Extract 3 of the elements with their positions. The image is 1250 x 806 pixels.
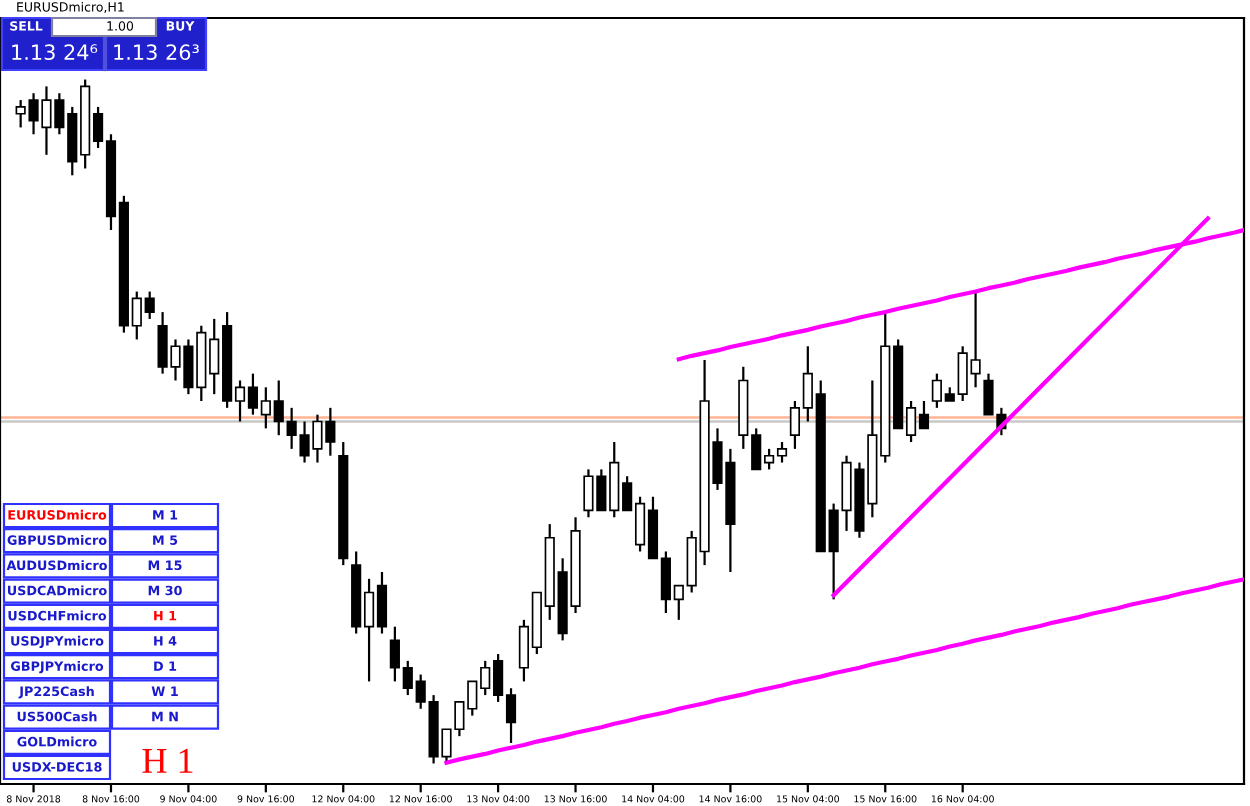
text: 1.13 26³ [114, 44, 199, 61]
text: 1.13 24⁶ [12, 44, 98, 61]
annotation: H 1 [142, 748, 193, 773]
